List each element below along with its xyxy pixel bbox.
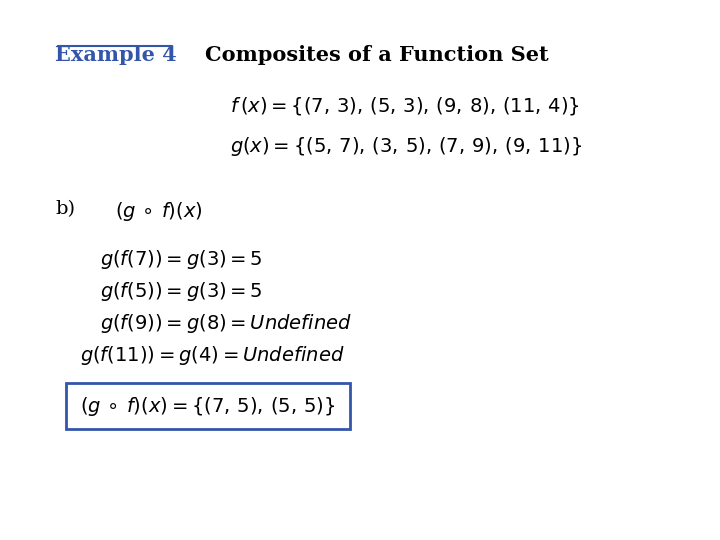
Text: $(g\,\circ\, f)(x) = \{(7,\,5),\,(5,\,5)\}$: $(g\,\circ\, f)(x) = \{(7,\,5),\,(5,\,5)… — [81, 395, 336, 417]
Text: $g(f(7)) = g(3) = 5$: $g(f(7)) = g(3) = 5$ — [100, 248, 263, 271]
Text: $g(f(11)) = g(4) = \mathit{Undefined}$: $g(f(11)) = g(4) = \mathit{Undefined}$ — [80, 344, 344, 367]
Text: Example 4: Example 4 — [55, 45, 176, 65]
FancyBboxPatch shape — [66, 383, 350, 429]
Text: $g(x) = \{(5,\,7),\,(3,\,5),\,(7,\,9),\,(9,\,11)\}$: $g(x) = \{(5,\,7),\,(3,\,5),\,(7,\,9),\,… — [230, 135, 582, 158]
Text: b): b) — [55, 200, 75, 218]
Text: $g(f(9)) = g(8) = \mathit{Undefined}$: $g(f(9)) = g(8) = \mathit{Undefined}$ — [100, 312, 352, 335]
Text: $f\,(x) = \{(7,\,3),\,(5,\,3),\,(9,\,8),\,(11,\,4)\}$: $f\,(x) = \{(7,\,3),\,(5,\,3),\,(9,\,8),… — [230, 95, 580, 117]
Text: $g(f(5)) = g(3) = 5$: $g(f(5)) = g(3) = 5$ — [100, 280, 263, 303]
Text: $(g\,\circ\, f)(x)$: $(g\,\circ\, f)(x)$ — [115, 200, 203, 223]
Text: Composites of a Function Set: Composites of a Function Set — [205, 45, 549, 65]
